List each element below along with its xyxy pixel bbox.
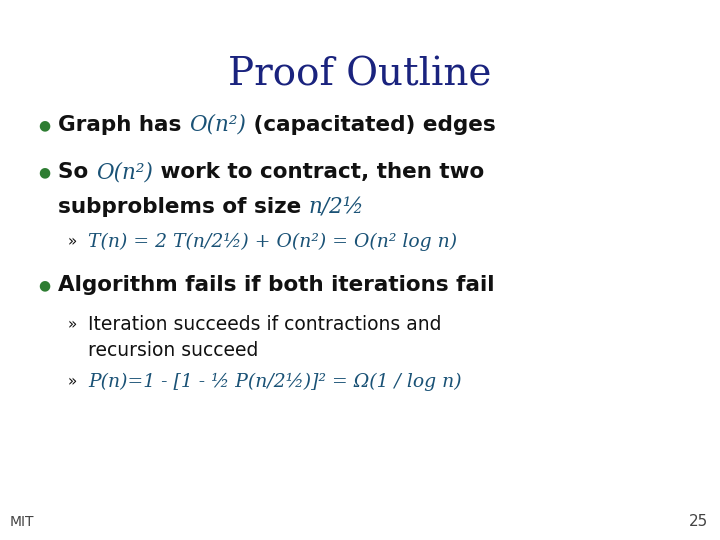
Text: »: » bbox=[68, 318, 77, 333]
Text: ●: ● bbox=[38, 165, 50, 179]
Text: »: » bbox=[68, 234, 77, 249]
Text: Proof Outline: Proof Outline bbox=[228, 57, 492, 94]
Text: subproblems of size: subproblems of size bbox=[58, 197, 309, 217]
Text: (capacitated) edges: (capacitated) edges bbox=[246, 115, 495, 135]
Text: recursion succeed: recursion succeed bbox=[88, 341, 258, 360]
Text: So: So bbox=[58, 162, 96, 182]
Text: ●: ● bbox=[38, 118, 50, 132]
Text: Graph has: Graph has bbox=[58, 115, 189, 135]
Text: n/2½: n/2½ bbox=[309, 196, 364, 218]
Text: Algorithm fails if both iterations fail: Algorithm fails if both iterations fail bbox=[58, 275, 495, 295]
Text: 25: 25 bbox=[689, 515, 708, 530]
Text: O(n²): O(n²) bbox=[189, 114, 246, 136]
Text: MIT: MIT bbox=[10, 515, 35, 529]
Text: P(n)=1 - [1 - ½ P(n/2½)]² = Ω(1 / log n): P(n)=1 - [1 - ½ P(n/2½)]² = Ω(1 / log n) bbox=[88, 373, 462, 391]
Text: work to contract, then two: work to contract, then two bbox=[153, 162, 484, 182]
Text: ●: ● bbox=[38, 278, 50, 292]
Text: T(n) = 2 T(n/2½) + O(n²) = O(n² log n): T(n) = 2 T(n/2½) + O(n²) = O(n² log n) bbox=[88, 233, 457, 251]
Text: O(n²): O(n²) bbox=[96, 161, 153, 183]
Text: Iteration succeeds if contractions and: Iteration succeeds if contractions and bbox=[88, 315, 441, 334]
Text: »: » bbox=[68, 375, 77, 389]
